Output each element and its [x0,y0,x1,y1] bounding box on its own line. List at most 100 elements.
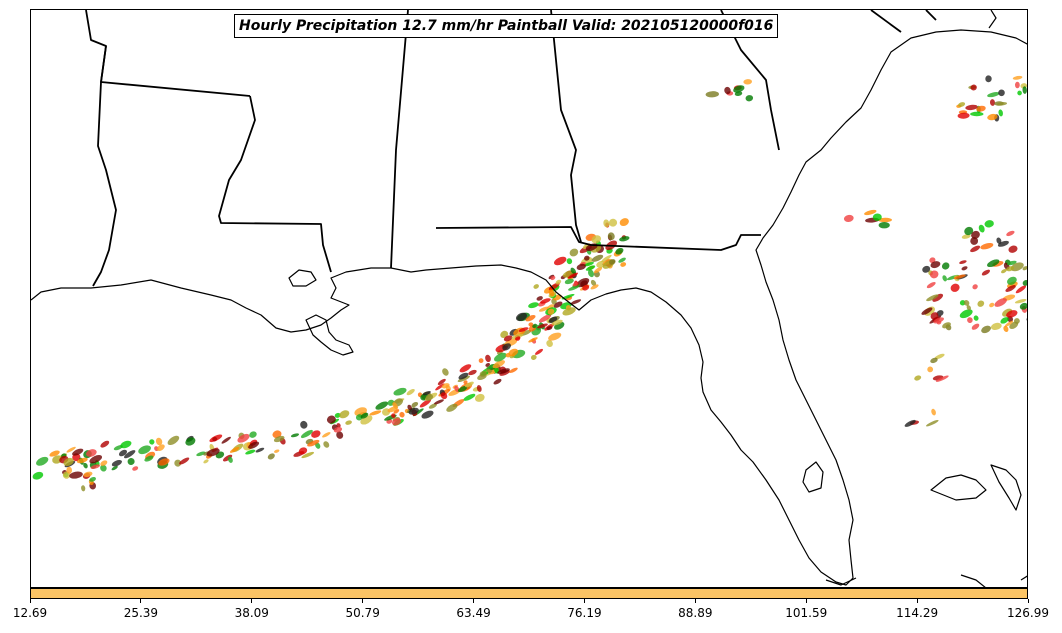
precip-paintball [619,236,630,242]
precip-paintball [81,485,86,492]
precip-paintball [971,230,980,239]
precip-paintball [393,387,407,396]
precip-paintball [970,237,979,245]
precip-paintball [66,446,76,453]
precip-paintball [568,285,580,291]
precip-paintball [83,462,88,469]
precip-paintball [564,278,574,285]
precip-paintball [572,282,578,287]
precip-paintball [904,419,916,427]
precip-paintball [32,471,44,480]
precip-paintball [994,298,1007,307]
precip-paintball [528,302,539,309]
precip-paintball [511,333,524,340]
precip-paintball [525,314,536,322]
state-line-al-fl [435,226,761,251]
precip-paintball [878,222,890,229]
precip-paintball [926,419,939,427]
precip-paintball [551,319,563,326]
precip-paintball [997,240,1009,247]
precip-paintball [1012,75,1023,80]
precip-paintball [249,431,257,438]
colorbar-tick-mark [251,599,253,603]
precip-paintball [921,307,933,315]
precip-paintball [933,317,944,324]
precip-paintball [973,315,979,321]
precip-paintball [987,259,1000,268]
state-line-ms-al [390,10,409,269]
colorbar-tick-mark [805,599,807,603]
paintball-layer [32,75,1027,492]
coastlines [31,10,1027,587]
precip-paintball [375,401,389,410]
precip-paintball [970,111,984,117]
precip-paintball [567,272,579,279]
state-line-nc-sc [870,10,902,33]
precip-paintball [300,429,313,439]
precip-paintball [538,314,552,323]
precip-paintball [485,354,491,363]
precip-paintball [515,336,521,340]
precip-paintball [745,95,754,102]
precip-paintball [290,433,300,438]
colorbar-tick-label: 76.19 [567,606,602,620]
precip-paintball [534,348,544,355]
precip-paintball [1006,266,1015,272]
precip-paintball [1000,317,1009,324]
precip-paintball [553,301,563,308]
precip-paintball [533,284,539,289]
precip-paintball [203,459,209,464]
precip-paintball [245,449,256,455]
precip-paintball [494,352,507,362]
precip-paintball [980,242,994,250]
precip-paintball [950,283,960,292]
precip-paintball [503,335,513,342]
colorbar-tick-mark [140,599,142,603]
precip-paintball [582,284,590,291]
map-canvas [31,10,1027,587]
precip-paintball [965,104,978,111]
precip-paintball [90,464,101,469]
precip-paintball [86,449,97,457]
precip-paintball [615,247,624,255]
precip-paintball [553,256,567,266]
colorbar-tick-label: 88.89 [678,606,713,620]
precip-paintball [333,426,343,433]
precip-paintball [89,476,96,482]
lake-pontchartrain [288,269,317,287]
precip-paintball [588,269,594,278]
precip-paintball [1022,86,1027,94]
precip-paintball [502,343,511,351]
precip-paintball [1007,276,1017,285]
precip-paintball [459,364,472,373]
precip-paintball [229,446,240,453]
state-line-al-ga [550,10,582,243]
precip-paintball [930,357,938,364]
precip-paintball [1014,299,1027,304]
precip-paintball [463,393,476,401]
colorbar-tick-mark [1027,599,1029,603]
precip-paintball [593,267,603,274]
chesapeake-coast [988,10,997,29]
colorbar-tick-mark [362,599,364,603]
precip-paintball [144,455,154,462]
precip-paintball [942,322,951,329]
precip-paintball [155,437,163,446]
precip-paintball [959,260,967,265]
precip-paintball [100,464,107,472]
precip-paintball [961,266,968,271]
precip-paintball [1022,266,1027,271]
precip-paintball [339,410,350,419]
precip-paintball [1006,260,1017,266]
colorbar-tick-label: 25.39 [123,606,159,620]
precip-paintball [478,358,484,364]
precip-paintball [966,305,971,311]
state-line-ms-la [218,95,332,273]
precip-paintball [72,448,84,456]
precip-paintball [583,261,594,267]
precip-paintball [301,451,314,459]
precip-paintball [555,279,562,285]
precip-paintball [474,393,485,402]
precip-paintball [274,449,280,453]
precip-paintball [1019,302,1027,310]
